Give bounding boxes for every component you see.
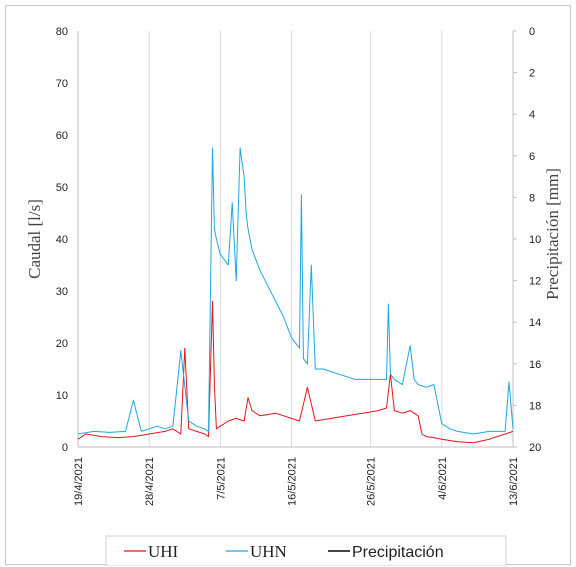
y-left-tick-label: 50 bbox=[56, 182, 68, 194]
series-line-uhi bbox=[77, 300, 514, 444]
y-right-tick-label: 16 bbox=[529, 359, 541, 371]
y-left-tick-label: 70 bbox=[56, 78, 68, 90]
legend-label: Precipitación bbox=[352, 544, 444, 561]
y-left-tick-label: 30 bbox=[56, 286, 68, 298]
series-line-uhn bbox=[77, 147, 514, 435]
y-right-tick-label: 14 bbox=[529, 317, 541, 329]
y-left-tick-label: 80 bbox=[56, 26, 68, 38]
y-right-tick-label: 0 bbox=[529, 26, 535, 38]
y-right-tick-label: 8 bbox=[529, 192, 535, 204]
y-left-tick-label: 40 bbox=[56, 234, 68, 246]
x-tick-label: 13/6/2021 bbox=[508, 457, 520, 506]
y-left-tick-label: 10 bbox=[56, 390, 68, 402]
y-right-tick-label: 18 bbox=[529, 400, 541, 412]
grid bbox=[77, 31, 514, 447]
y-right-tick-label: 10 bbox=[529, 234, 541, 246]
x-tick-label: 26/5/2021 bbox=[366, 457, 378, 506]
x-tick-label: 16/5/2021 bbox=[287, 457, 299, 506]
y-right-tick-label: 6 bbox=[529, 151, 535, 163]
y-left-tick-label: 20 bbox=[56, 338, 68, 350]
legend-label: UHN bbox=[250, 542, 287, 561]
x-tick-label: 28/4/2021 bbox=[144, 457, 156, 506]
y-axis-left-title: Caudal [l/s] bbox=[25, 199, 44, 279]
line-chart: 19/4/2021 28/4/2021 7/5/2021 16/5/2021 26/5/… bbox=[25, 26, 562, 566]
legend: UHI UHN Precipitación bbox=[105, 535, 507, 566]
chart-frame: 19/4/2021 28/4/2021 7/5/2021 16/5/2021 26/5/… bbox=[5, 5, 571, 566]
y-axis-right-title: Precipitación [mm] bbox=[543, 168, 562, 300]
tick-labels: 19/4/2021 28/4/2021 7/5/2021 16/5/2021 26/5/… bbox=[56, 26, 542, 506]
legend-label: UHI bbox=[148, 542, 179, 561]
axes bbox=[77, 30, 517, 448]
y-right-tick-label: 2 bbox=[529, 68, 535, 80]
x-tick-label: 7/5/2021 bbox=[215, 457, 227, 500]
y-left-tick-label: 0 bbox=[62, 442, 68, 454]
y-right-tick-label: 20 bbox=[529, 442, 541, 454]
x-tick-label: 4/6/2021 bbox=[437, 457, 449, 500]
series-layer bbox=[77, 147, 514, 444]
y-right-tick-label: 4 bbox=[529, 109, 535, 121]
x-tick-label: 19/4/2021 bbox=[73, 457, 85, 506]
y-left-tick-label: 60 bbox=[56, 130, 68, 142]
legend-box bbox=[105, 535, 507, 566]
y-right-tick-label: 12 bbox=[529, 276, 541, 288]
